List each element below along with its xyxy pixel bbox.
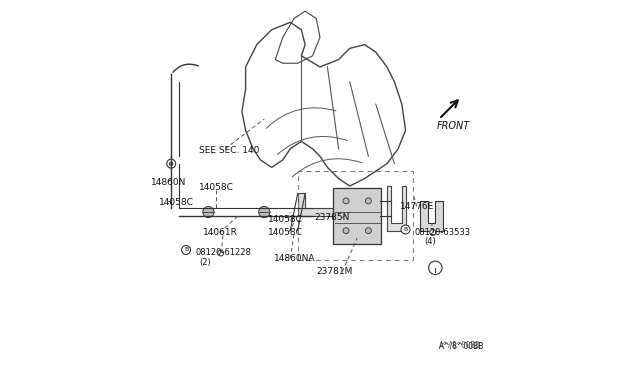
Circle shape	[365, 228, 371, 234]
Circle shape	[170, 162, 173, 166]
FancyBboxPatch shape	[333, 188, 381, 244]
Text: 14860N: 14860N	[151, 178, 186, 187]
Circle shape	[218, 250, 223, 256]
Polygon shape	[420, 201, 443, 231]
Polygon shape	[298, 193, 357, 216]
Circle shape	[167, 159, 175, 168]
Circle shape	[259, 206, 270, 218]
Text: 14776E: 14776E	[400, 202, 434, 211]
Text: A^/8^00BB: A^/8^00BB	[439, 341, 481, 350]
Text: (2): (2)	[199, 258, 211, 267]
Text: (4): (4)	[424, 237, 436, 246]
Text: 14058C: 14058C	[199, 183, 234, 192]
Circle shape	[429, 261, 442, 275]
Text: B: B	[184, 247, 188, 253]
Circle shape	[401, 225, 410, 234]
Circle shape	[429, 230, 436, 235]
Circle shape	[343, 198, 349, 204]
Polygon shape	[387, 186, 406, 231]
Circle shape	[343, 228, 349, 234]
Text: FRONT: FRONT	[437, 122, 470, 131]
Text: 14058C: 14058C	[268, 228, 303, 237]
Text: 08120-61228: 08120-61228	[195, 248, 252, 257]
Text: B: B	[403, 227, 408, 232]
Circle shape	[203, 206, 214, 218]
Text: 14058C: 14058C	[159, 198, 194, 207]
Text: 23781M: 23781M	[316, 267, 353, 276]
Text: A^/8^00BB: A^/8^00BB	[439, 341, 484, 350]
Circle shape	[365, 198, 371, 204]
Text: 14058C: 14058C	[268, 215, 303, 224]
Text: 23785N: 23785N	[314, 213, 350, 222]
Text: SEE SEC. 140: SEE SEC. 140	[199, 146, 259, 155]
Text: 14860NA: 14860NA	[273, 254, 315, 263]
Text: 08120-63533: 08120-63533	[415, 228, 471, 237]
Circle shape	[182, 246, 191, 254]
Text: 14061R: 14061R	[203, 228, 237, 237]
